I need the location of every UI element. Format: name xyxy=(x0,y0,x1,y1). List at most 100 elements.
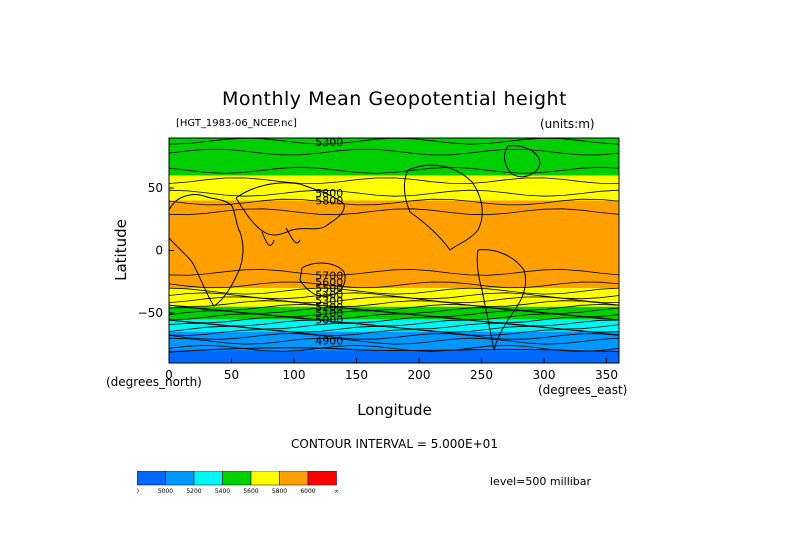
units-label: (units:m) xyxy=(540,117,595,131)
contour-line xyxy=(169,166,619,174)
contour-line xyxy=(169,300,619,307)
colorbar-box xyxy=(193,471,223,486)
x-axis-ticks: 0 50 100 150 200 250 300 350 xyxy=(165,358,618,382)
lat-band xyxy=(169,288,619,295)
lat-band xyxy=(169,275,619,283)
x-tick-label: 250 xyxy=(470,368,493,382)
lat-band xyxy=(169,150,619,158)
x-tick-label: 100 xyxy=(283,368,306,382)
colorbar-boxes xyxy=(137,471,337,486)
lat-band xyxy=(169,244,619,252)
lat-band xyxy=(169,231,619,239)
contour-line xyxy=(169,333,619,340)
colorbar-box xyxy=(137,471,166,486)
contour-line xyxy=(169,208,619,216)
y-tick-label: 0 xyxy=(155,244,163,258)
contour-line xyxy=(169,269,619,276)
contour-label: 5100 xyxy=(315,307,343,320)
lat-band xyxy=(169,256,619,264)
lat-band xyxy=(169,206,619,214)
contour-line xyxy=(169,296,619,304)
lat-band xyxy=(169,200,619,208)
coast-australia xyxy=(299,262,346,297)
contour-line xyxy=(169,329,619,336)
y-unit-label: (degrees_east) xyxy=(538,383,628,397)
colorbar-label: 5000 xyxy=(158,488,173,495)
lat-band xyxy=(169,306,619,314)
contour-line xyxy=(169,148,619,156)
contour-label: 5500 xyxy=(315,282,343,295)
lat-band xyxy=(169,238,619,245)
lat-band xyxy=(169,313,619,320)
contour-label: 5800 xyxy=(315,195,343,208)
lat-band xyxy=(169,356,619,363)
contour-line xyxy=(169,322,619,330)
coast-greenland xyxy=(504,145,541,178)
contour-line xyxy=(169,189,619,197)
colorbar-box xyxy=(222,471,252,486)
contour-label: 5200 xyxy=(315,301,343,314)
lat-band xyxy=(169,213,619,220)
x-tick-label: 50 xyxy=(224,368,239,382)
coast-india-se-asia xyxy=(261,227,301,246)
colorbar-box xyxy=(307,471,337,486)
contour-line xyxy=(169,325,619,333)
lat-band xyxy=(169,188,619,195)
lat-band xyxy=(169,250,619,258)
contour-label: 5400 xyxy=(315,288,343,301)
coast-antarctica xyxy=(169,347,619,353)
chart-title: Monthly Mean Geopotential height xyxy=(221,88,568,110)
contour-line xyxy=(169,319,619,327)
colorbar-label: 6000 xyxy=(300,488,315,495)
contour-line xyxy=(169,316,619,324)
contour-label: 5700 xyxy=(315,270,343,283)
lat-band xyxy=(169,331,619,339)
contour-line xyxy=(169,287,619,295)
contour-line xyxy=(169,303,619,311)
lat-band xyxy=(169,269,619,277)
lat-band xyxy=(169,338,619,345)
lat-band xyxy=(169,219,619,227)
colorbar-box xyxy=(250,471,280,486)
coast-north-america xyxy=(403,164,483,251)
lat-band xyxy=(169,325,619,333)
height-bands xyxy=(169,138,619,363)
continent-outlines xyxy=(169,145,619,353)
coast-south-america xyxy=(476,249,526,351)
colorbar: 0 5000 5200 5400 5600 5800 6000 ∞ xyxy=(137,471,339,495)
x-axis-title: Longitude xyxy=(357,401,432,419)
level-label: level=500 millibar xyxy=(490,475,592,488)
colorbar-label: 5400 xyxy=(215,488,230,495)
lat-band xyxy=(169,294,619,302)
colorbar-box xyxy=(165,471,195,486)
contour-line xyxy=(169,177,619,184)
y-axis-title: Latitude xyxy=(112,219,130,281)
x-tick-label: 0 xyxy=(165,368,173,382)
lat-band xyxy=(169,300,619,308)
contour-label: 5300 xyxy=(315,136,343,149)
lat-band xyxy=(169,163,619,170)
contour-line xyxy=(169,337,619,345)
contour-lines xyxy=(169,138,619,352)
lat-band xyxy=(169,225,619,233)
colorbar-label: ∞ xyxy=(334,488,339,495)
contour-line xyxy=(169,307,619,314)
lat-band xyxy=(169,181,619,189)
contour-label: 4900 xyxy=(315,335,343,348)
colorbar-labels: 0 5000 5200 5400 5600 5800 6000 ∞ xyxy=(137,488,339,495)
contour-label: 5600 xyxy=(315,276,343,289)
colorbar-label: 5600 xyxy=(243,488,258,495)
lat-band xyxy=(169,194,619,202)
colorbar-label: 5200 xyxy=(186,488,201,495)
contour-line xyxy=(169,198,619,206)
contour-labels: 5300580058005700560055005400530052005100… xyxy=(315,136,343,348)
coast-europe-africa xyxy=(169,194,244,307)
contour-label: 5000 xyxy=(315,313,343,326)
lat-band xyxy=(169,350,619,358)
y-axis-ticks: 50 0 −50 xyxy=(138,181,174,320)
lat-band xyxy=(169,175,619,183)
x-tick-label: 300 xyxy=(533,368,556,382)
contour-label: 5300 xyxy=(315,295,343,308)
y-tick-label: 50 xyxy=(148,181,163,195)
